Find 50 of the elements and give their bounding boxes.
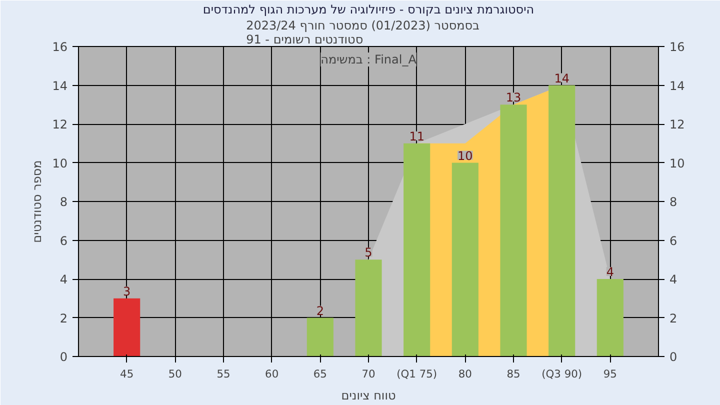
y2-tick-label: 2 [670,311,678,326]
chart-subtitle: בסמסטר (01/2023) סמסטר חורף 2023/24 סטודנטים רשומים - 91 [246,18,480,46]
data-label: 5 [364,246,372,260]
bar [548,85,576,356]
bar [355,260,382,356]
chart-title: היסטוגרמת ציונים בקורס - פיזיולוגיה של מערכות הגוף למהנדסים [202,2,534,16]
y-tick-label: 4 [60,272,68,286]
bar [306,318,334,356]
y2-tick-label: 14 [670,78,685,93]
x-tick-label: 50 [168,368,182,380]
x-tick-label: 60 [265,368,279,380]
x-tick-label: 65 [313,368,327,380]
x-tick-label: 45 [120,368,134,380]
y2-tick-label: 8 [670,195,678,209]
annotation: במשימה : Final_A [320,52,418,66]
data-label: 3 [123,284,131,298]
y-axis-title: מספר סטודנטים [30,160,44,243]
data-label: 11 [409,129,424,144]
y2-tick-label: 4 [670,272,678,286]
y-tick-label: 10 [52,156,68,170]
bar [404,143,430,356]
data-label: 2 [316,304,324,318]
y-tick-label: 2 [60,311,68,326]
y2-tick-label: 0 [670,350,678,364]
y-tick-label: 0 [60,350,68,364]
y-tick-label: 12 [52,118,68,132]
bar [596,279,624,356]
x-tick-label: 55 [216,368,230,380]
x-tick-label: (Q1 75) [396,368,438,380]
bar [452,162,478,356]
y-tick-label: 16 [52,40,68,54]
x-tick-label: 80 [458,368,472,380]
y-tick-label: 6 [60,234,68,248]
y2-tick-label: 16 [670,40,685,54]
bar [114,298,140,356]
x-tick-label: 95 [603,368,617,380]
x-axis-title: טווח ציונים [341,388,396,402]
data-label: 4 [606,265,614,279]
y-tick-label: 8 [60,195,68,209]
x-tick-label: (Q3 90) [542,368,582,380]
y2-tick-label: 6 [670,234,678,248]
y-tick-label: 14 [52,78,68,93]
data-label: 13 [506,90,522,105]
y2-tick-label: 12 [670,118,685,132]
x-tick-label: 70 [362,368,376,380]
x-tick-label: 85 [506,368,520,380]
data-label: 10 [458,148,473,163]
data-label: 14 [554,71,570,86]
y2-tick-label: 10 [670,156,685,170]
bar [500,104,527,356]
